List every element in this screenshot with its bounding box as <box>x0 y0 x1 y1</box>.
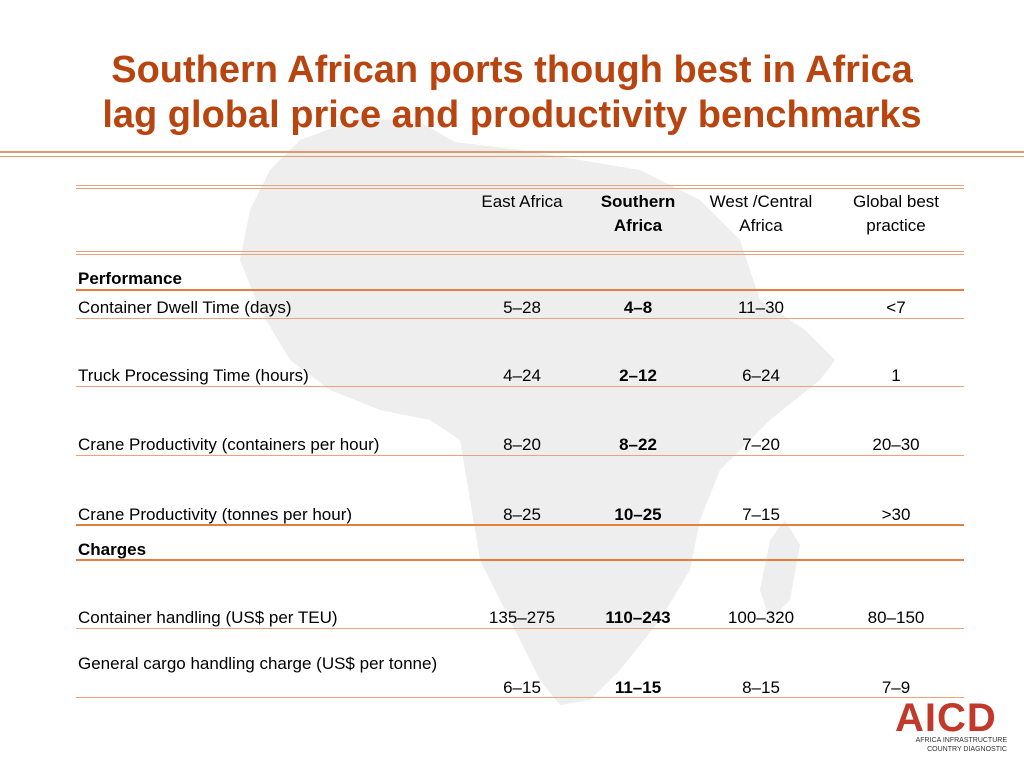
header-bottom-rule-lower <box>76 254 964 255</box>
row-value: 80–150 <box>867 608 925 627</box>
row-label: General cargo handling charge (US$ per t… <box>78 654 438 673</box>
row-value: 8–25 <box>503 505 541 524</box>
row-label: Container handling (US$ per TEU) <box>78 608 338 627</box>
title-line-2: lag global price and productivity benchm… <box>102 94 922 136</box>
aicd-logo-subtitle-line2: COUNTRY DIAGNOSTIC <box>927 746 1007 753</box>
row-value: 2–12 <box>619 366 657 385</box>
row-value: 6–24 <box>742 366 780 385</box>
row-value: 4–8 <box>623 298 653 317</box>
section-rule <box>76 524 964 526</box>
row-value: 6–15 <box>503 678 541 697</box>
section-rule <box>76 289 964 291</box>
row-value: 10–25 <box>614 505 662 524</box>
row-rule <box>76 318 964 319</box>
section-label-charges: Charges <box>78 540 147 559</box>
row-value: 7–9 <box>881 678 911 697</box>
row-value: >30 <box>881 505 911 524</box>
row-value: 20–30 <box>872 435 920 454</box>
column-header-west-central-africa: West /Central Africa <box>709 192 813 235</box>
header-bottom-rule-upper <box>76 251 964 252</box>
row-rule <box>76 455 964 456</box>
row-value: 7–20 <box>742 435 780 454</box>
column-header-global-best-practice: Global best practice <box>853 192 939 235</box>
column-header-southern-africa: Southern Africa <box>600 192 676 235</box>
title-rule-secondary <box>0 156 1024 157</box>
column-header-east-africa: East Africa <box>481 192 563 211</box>
row-value: 110–243 <box>605 608 671 627</box>
row-label: Container Dwell Time (days) <box>78 298 292 317</box>
row-label: Crane Productivity (containers per hour) <box>78 435 380 454</box>
row-value: 8–22 <box>619 435 657 454</box>
row-value: 4–24 <box>503 366 541 385</box>
aicd-logo: AICD AFRICA INFRASTRUCTURE COUNTRY DIAGN… <box>895 696 1007 754</box>
table-top-rule-outer <box>76 185 964 186</box>
row-value: 8–20 <box>503 435 541 454</box>
slide-title: Southern African ports though best in Af… <box>0 48 1024 138</box>
row-value: 135–275 <box>488 608 556 627</box>
aicd-logo-subtitle-line1: AFRICA INFRASTRUCTURE <box>915 737 1007 744</box>
aicd-logo-mark: AICD <box>895 696 997 740</box>
title-rule <box>0 151 1024 153</box>
row-value: 5–28 <box>503 298 541 317</box>
section-label-performance: Performance <box>78 269 182 288</box>
row-value: <7 <box>886 298 906 317</box>
row-value: 11–15 <box>614 678 662 697</box>
row-rule <box>76 697 964 698</box>
row-value: 11–30 <box>737 298 784 317</box>
title-line-1: Southern African ports though best in Af… <box>111 49 913 91</box>
row-label: Crane Productivity (tonnes per hour) <box>78 505 353 524</box>
row-value: 8–15 <box>742 678 780 697</box>
row-value: 1 <box>891 366 901 385</box>
row-value: 7–15 <box>742 505 780 524</box>
row-rule <box>76 628 964 629</box>
row-value: 100–320 <box>727 608 795 627</box>
table-top-rule-inner <box>76 188 964 189</box>
row-rule <box>76 386 964 387</box>
section-rule <box>76 559 964 561</box>
row-label: Truck Processing Time (hours) <box>78 366 309 385</box>
